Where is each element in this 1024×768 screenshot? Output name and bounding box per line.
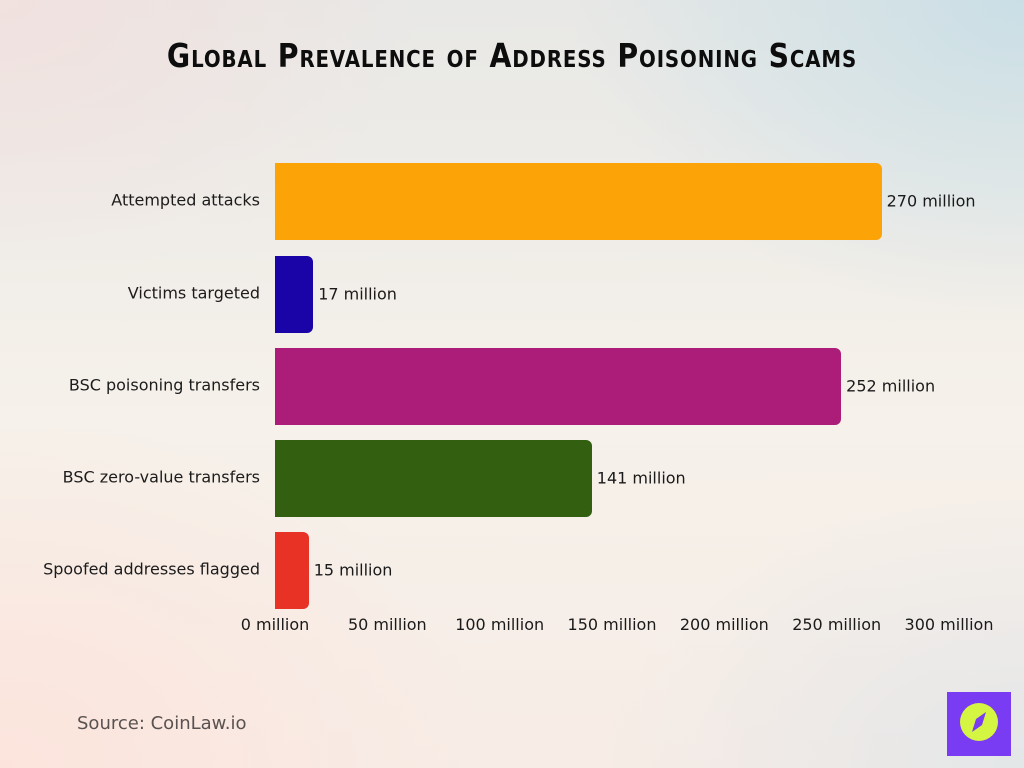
chart-title: Global Prevalence of Address Poisoning S…: [166, 36, 858, 75]
source-citation: Source: CoinLaw.io: [77, 713, 247, 734]
x-tick-label: 250 million: [792, 615, 882, 634]
category-label: BSC zero-value transfers: [62, 467, 260, 487]
bar-spoofed-addresses-flagged: [275, 532, 309, 609]
value-label: 270 million: [886, 191, 976, 211]
category-label: Attempted attacks: [111, 190, 260, 210]
bar-victims-targeted: [275, 256, 314, 333]
compass-icon: [957, 700, 1001, 748]
value-label: 252 million: [846, 376, 936, 396]
x-tick-label: 100 million: [455, 615, 545, 634]
x-tick-label: 0 million: [240, 615, 310, 634]
category-label: Victims targeted: [127, 283, 260, 303]
x-tick-label: 50 million: [347, 615, 427, 634]
category-label: Spoofed addresses flagged: [43, 559, 260, 579]
bar-bsc-zero-value-transfers: [275, 440, 592, 517]
bar-bsc-poisoning-transfers: [275, 348, 842, 425]
x-tick-label: 150 million: [567, 615, 657, 634]
value-label: 17 million: [318, 284, 397, 304]
bar-attempted-attacks: [275, 163, 882, 240]
value-label: 15 million: [313, 560, 393, 580]
value-label: 141 million: [596, 468, 686, 488]
x-tick-label: 300 million: [904, 615, 994, 634]
brand-logo: [947, 692, 1011, 756]
x-tick-label: 200 million: [679, 615, 769, 634]
category-label: BSC poisoning transfers: [68, 375, 260, 395]
